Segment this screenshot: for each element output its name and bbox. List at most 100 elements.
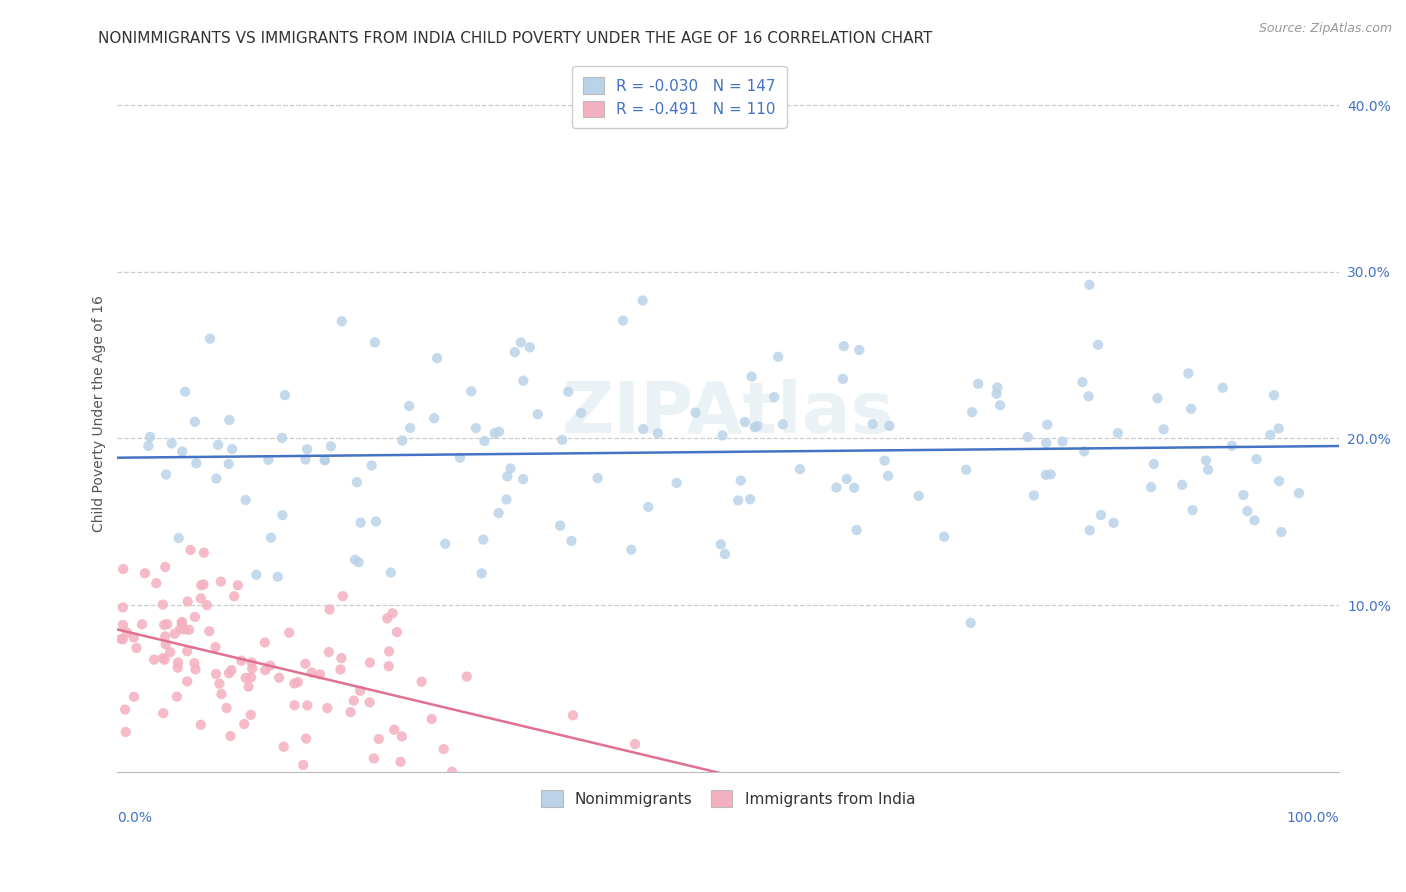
Point bbox=[496, 469, 519, 483]
Point bbox=[460, 384, 482, 399]
Point bbox=[551, 433, 574, 447]
Point bbox=[907, 489, 929, 503]
Point bbox=[190, 578, 212, 592]
Point bbox=[349, 683, 371, 698]
Point bbox=[332, 589, 354, 603]
Point bbox=[111, 632, 134, 646]
Point bbox=[862, 417, 884, 431]
Point bbox=[1177, 367, 1199, 381]
Point bbox=[125, 640, 148, 655]
Point bbox=[789, 462, 811, 476]
Point bbox=[287, 675, 309, 690]
Point bbox=[176, 594, 198, 608]
Point bbox=[959, 615, 981, 630]
Point bbox=[273, 739, 295, 754]
Point bbox=[193, 577, 215, 591]
Point bbox=[1220, 439, 1243, 453]
Point bbox=[1039, 467, 1062, 482]
Point bbox=[294, 657, 316, 671]
Point bbox=[153, 629, 176, 643]
Point bbox=[240, 656, 263, 670]
Point bbox=[205, 471, 228, 485]
Point bbox=[1267, 421, 1289, 435]
Point bbox=[292, 758, 315, 772]
Point bbox=[363, 751, 385, 765]
Point bbox=[177, 623, 200, 637]
Point bbox=[152, 651, 174, 665]
Point bbox=[349, 516, 371, 530]
Point bbox=[382, 723, 405, 737]
Point bbox=[1263, 388, 1285, 402]
Text: Source: ZipAtlas.com: Source: ZipAtlas.com bbox=[1258, 22, 1392, 36]
Point bbox=[218, 413, 240, 427]
Text: NONIMMIGRANTS VS IMMIGRANTS FROM INDIA CHILD POVERTY UNDER THE AGE OF 16 CORRELA: NONIMMIGRANTS VS IMMIGRANTS FROM INDIA C… bbox=[98, 31, 932, 46]
Y-axis label: Child Poverty Under the Age of 16: Child Poverty Under the Age of 16 bbox=[93, 295, 107, 532]
Point bbox=[143, 653, 166, 667]
Point bbox=[509, 335, 531, 350]
Point bbox=[318, 645, 340, 659]
Point bbox=[193, 546, 215, 560]
Point bbox=[1260, 428, 1282, 442]
Point bbox=[624, 737, 647, 751]
Point bbox=[295, 442, 318, 457]
Point bbox=[259, 658, 281, 673]
Point bbox=[1232, 488, 1254, 502]
Point bbox=[845, 523, 868, 537]
Point bbox=[159, 645, 181, 659]
Point bbox=[155, 467, 177, 482]
Point bbox=[1236, 504, 1258, 518]
Point bbox=[1212, 381, 1234, 395]
Point bbox=[274, 388, 297, 402]
Point bbox=[153, 618, 176, 632]
Point bbox=[1022, 488, 1045, 502]
Point bbox=[219, 729, 242, 743]
Point bbox=[204, 640, 226, 654]
Text: 0.0%: 0.0% bbox=[118, 811, 152, 825]
Point bbox=[557, 384, 579, 399]
Point bbox=[1071, 375, 1094, 389]
Point bbox=[179, 543, 201, 558]
Point bbox=[221, 442, 243, 456]
Point bbox=[835, 472, 858, 486]
Point bbox=[1181, 503, 1204, 517]
Point bbox=[620, 542, 643, 557]
Point bbox=[364, 335, 387, 350]
Point bbox=[877, 468, 900, 483]
Point bbox=[314, 453, 336, 467]
Point bbox=[209, 574, 232, 589]
Point bbox=[152, 598, 174, 612]
Point bbox=[283, 698, 305, 713]
Point bbox=[166, 690, 188, 704]
Point bbox=[347, 555, 370, 569]
Point bbox=[560, 533, 582, 548]
Point bbox=[271, 431, 294, 445]
Point bbox=[110, 632, 132, 646]
Point bbox=[174, 384, 197, 399]
Point bbox=[562, 708, 585, 723]
Point bbox=[1153, 422, 1175, 436]
Point bbox=[637, 500, 659, 514]
Point bbox=[988, 398, 1011, 412]
Point bbox=[166, 660, 188, 674]
Point bbox=[301, 665, 323, 680]
Point bbox=[319, 439, 342, 453]
Point bbox=[184, 415, 207, 429]
Point bbox=[190, 718, 212, 732]
Point bbox=[186, 456, 208, 470]
Point bbox=[1107, 425, 1129, 440]
Point bbox=[314, 453, 336, 467]
Point bbox=[967, 376, 990, 391]
Point bbox=[848, 343, 870, 357]
Point bbox=[170, 616, 193, 631]
Point bbox=[1243, 513, 1265, 527]
Point bbox=[375, 611, 398, 625]
Point bbox=[647, 426, 669, 441]
Point bbox=[218, 666, 240, 681]
Point bbox=[434, 537, 457, 551]
Point bbox=[122, 690, 145, 704]
Point bbox=[411, 674, 433, 689]
Point bbox=[253, 635, 276, 649]
Point bbox=[1146, 391, 1168, 405]
Point bbox=[346, 475, 368, 490]
Point bbox=[1268, 474, 1291, 488]
